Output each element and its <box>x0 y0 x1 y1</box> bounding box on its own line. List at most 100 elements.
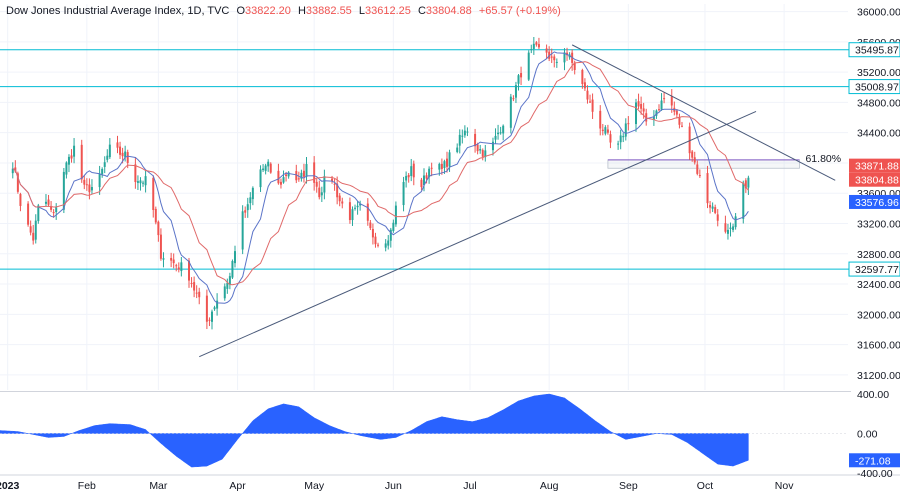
candle-body <box>609 134 612 143</box>
candle-body <box>476 144 479 152</box>
price-tick-label: 35200.00 <box>857 67 900 79</box>
candle-body <box>726 229 729 234</box>
candle-body <box>497 132 500 135</box>
candle-body <box>19 194 22 206</box>
candle-body <box>402 181 405 206</box>
oscillator-badge-bg <box>849 453 900 468</box>
candle-body <box>52 212 55 214</box>
price-badge: 33871.88 <box>855 161 899 173</box>
candle-body <box>512 98 515 100</box>
candle-body <box>134 164 137 183</box>
candle-body <box>494 135 497 140</box>
candle-body <box>302 170 305 177</box>
candle-body <box>604 127 607 134</box>
candle-body <box>369 222 372 229</box>
candle-body <box>573 62 576 71</box>
candle-body <box>619 135 622 143</box>
candle-body <box>637 101 640 107</box>
candle-body <box>177 267 180 270</box>
candle-body <box>315 181 318 187</box>
candle-body <box>157 221 160 236</box>
candle-body <box>62 171 65 210</box>
candle-body <box>407 174 410 178</box>
candle-body <box>246 204 249 211</box>
candle-body <box>341 201 344 204</box>
candle-body <box>394 205 397 225</box>
candle-body <box>70 155 73 159</box>
price-badge: 33576.96 <box>855 197 899 209</box>
candle-body <box>297 178 300 180</box>
candle-body <box>589 101 592 103</box>
candle-body <box>622 136 625 138</box>
candle-body <box>108 144 111 158</box>
price-badge-bg <box>849 194 900 209</box>
candle-body <box>691 151 694 158</box>
price-tick-label: 34800.00 <box>857 97 900 109</box>
candle-body <box>461 135 464 137</box>
candles[interactable] <box>11 36 750 330</box>
oscillator-tick-label: -400.00 <box>857 468 893 480</box>
candle-body <box>282 177 285 183</box>
candle-body <box>693 157 696 163</box>
oscillator-pane: 400.00 0.00 -400.00-271.08 <box>0 389 900 480</box>
candle-body <box>586 90 589 100</box>
candle-body <box>244 210 247 213</box>
candle-body <box>527 52 530 80</box>
candle-body <box>211 311 213 322</box>
level-badge-bg <box>848 261 900 277</box>
candle-body <box>456 147 459 152</box>
candle-body <box>65 162 68 175</box>
candle-body <box>377 244 380 246</box>
candle-body <box>34 220 37 240</box>
candle-body <box>566 52 569 56</box>
candle-body <box>205 295 208 322</box>
candle-body <box>711 206 714 209</box>
candle-body <box>640 104 643 109</box>
candle-body <box>387 240 390 246</box>
open-value: 33822.20 <box>245 5 291 17</box>
oscillator-badge: -271.08 <box>855 455 891 467</box>
candle-body <box>323 176 326 193</box>
candle-body <box>277 170 280 184</box>
candle-body <box>734 216 737 228</box>
candle-body <box>44 201 47 204</box>
candle-body <box>591 99 594 112</box>
candle-body <box>180 262 183 272</box>
candle-body <box>443 161 446 168</box>
price-tick-label: 33200.00 <box>857 218 900 230</box>
candle-body <box>356 205 359 208</box>
candle-body <box>709 204 712 208</box>
candle-body <box>675 110 678 115</box>
candle-body <box>481 150 484 157</box>
candle-body <box>313 162 316 183</box>
candle-body <box>29 226 32 233</box>
candle-body <box>259 169 262 188</box>
candle-body <box>83 179 86 185</box>
time-tick-label: 2023 <box>0 480 20 492</box>
candle-body <box>88 184 91 193</box>
candle-body <box>520 73 523 78</box>
candle-body <box>371 228 374 238</box>
candle-body <box>606 129 609 133</box>
candle-body <box>714 207 717 213</box>
price-tick-label: 32800.00 <box>857 249 900 261</box>
candle-body <box>90 187 93 191</box>
price-badges: 35495.87 35008.97 32597.77 33871.88 33804.88… <box>848 42 900 277</box>
candle-body <box>438 163 441 170</box>
oscillator-tick-label: 0.00 <box>857 429 878 441</box>
candle-body <box>530 49 533 51</box>
candle-body <box>509 96 512 128</box>
candle-body <box>660 100 663 110</box>
candle-body <box>124 151 127 158</box>
candle-body <box>320 192 323 196</box>
trendlines[interactable] <box>199 44 836 358</box>
candle-body <box>448 152 451 167</box>
candle-body <box>267 161 270 167</box>
candle-body <box>154 208 157 223</box>
candle-body <box>249 197 252 204</box>
candle-body <box>121 152 124 157</box>
time-tick-label: Jun <box>385 480 402 492</box>
candle-body <box>514 85 517 98</box>
price-tick-label: 32400.00 <box>857 279 900 291</box>
